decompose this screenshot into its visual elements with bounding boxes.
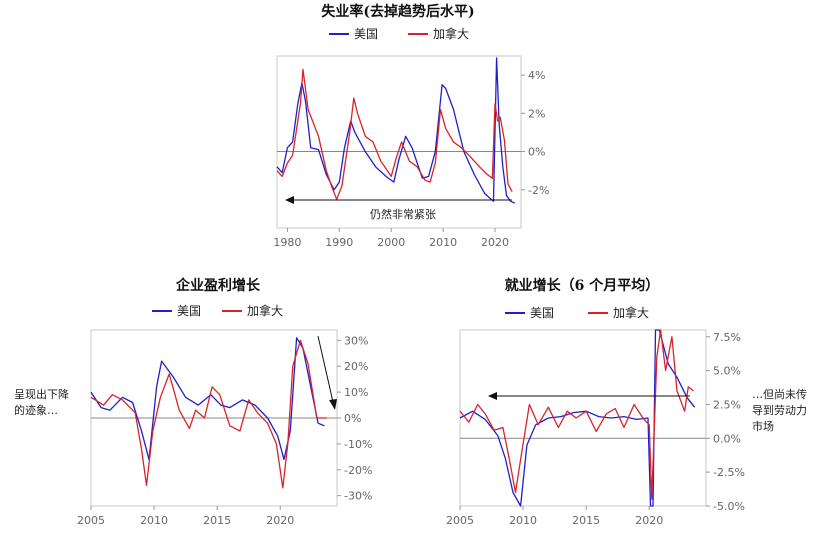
y-tick-label: 4%: [528, 69, 545, 82]
corporate-profit-chart: 企业盈利增长 美国 加拿大 2005 2010 2015 2020 -30% -20% -…: [77, 277, 372, 527]
downtrend-arrow-line: [317, 335, 334, 403]
y-tick-label: -10%: [344, 438, 372, 451]
legend: 美国 加拿大: [505, 305, 649, 320]
legend-ca-label: 加拿大: [613, 305, 649, 320]
y-tick-label: 0.0%: [713, 432, 741, 445]
chart-title: 企业盈利增长: [175, 277, 261, 294]
y-tick-label: 5.0%: [713, 365, 741, 378]
y-tick-label: 2%: [528, 107, 545, 120]
y-tick-label: -2%: [528, 184, 549, 197]
series-line-ca: [459, 329, 694, 500]
x-tick-label: 2020: [635, 514, 663, 527]
downtrend-arrow-head: [329, 399, 337, 410]
right-note-line: 市场: [752, 419, 774, 433]
y-tick-label: 0%: [528, 146, 545, 159]
legend-us-label: 美国: [177, 304, 201, 318]
y-tick-label: 2.5%: [713, 398, 741, 411]
downtrend-arrow: [317, 335, 337, 410]
left-side-note: 呈现出下降 的迹象…: [14, 387, 69, 417]
series-line-ca: [276, 68, 513, 200]
y-tick-label: 20%: [344, 360, 368, 373]
annotation-label: 仍然非常紧张: [370, 207, 436, 221]
x-tick-label: 2010: [509, 514, 537, 527]
left-note-line: 的迹象…: [14, 403, 58, 417]
x-tick-label: 1990: [325, 236, 353, 249]
y-tick-label: -20%: [344, 464, 372, 477]
left-note-line: 呈现出下降: [14, 387, 69, 401]
not-yet-arrow-head: [488, 392, 497, 400]
y-tick-label: -5.0%: [713, 500, 745, 513]
x-tick-label: 2000: [377, 236, 405, 249]
x-tick-label: 2005: [446, 514, 474, 527]
not-yet-arrow: [488, 392, 690, 400]
y-tick-label: -30%: [344, 490, 372, 503]
series-line-us: [90, 337, 325, 461]
legend: 美国 加拿大: [152, 303, 283, 318]
series-line-us: [276, 57, 516, 204]
y-tick-label: -2.5%: [713, 466, 745, 479]
right-note-line: …但尚未传: [752, 387, 807, 401]
x-tick-label: 2010: [429, 236, 457, 249]
x-tick-label: 2020: [266, 514, 294, 527]
y-tick-label: 10%: [344, 386, 368, 399]
legend-us-label: 美国: [354, 27, 378, 41]
plot-frame: [276, 55, 522, 229]
unemployment-chart: 失业率(去掉趋势后水平) 美国 加拿大 1980 1990 2000 2010 2020…: [273, 3, 549, 249]
x-tick-label: 2005: [77, 514, 105, 527]
tight-market-annotation: 仍然非常紧张: [285, 196, 512, 221]
x-tick-label: 2015: [572, 514, 600, 527]
right-side-note: …但尚未传 导到劳动力 市场: [752, 387, 807, 433]
chart-title: 就业增长（6 个月平均）: [505, 277, 660, 294]
right-note-line: 导到劳动力: [752, 404, 807, 417]
legend-ca-label: 加拿大: [433, 26, 469, 41]
x-tick-label: 1980: [273, 236, 301, 249]
x-tick-label: 2010: [140, 514, 168, 527]
y-tick-label: 0%: [344, 412, 361, 425]
y-tick-label: 30%: [344, 334, 368, 347]
plot-frame: [459, 329, 707, 507]
y-tick-label: 7.5%: [713, 331, 741, 344]
annotation-arrow-head: [285, 196, 294, 204]
chart-title: 失业率(去掉趋势后水平): [321, 3, 474, 20]
x-tick-label: 2020: [481, 236, 509, 249]
legend: 美国 加拿大: [329, 26, 469, 41]
series-line-us: [459, 329, 696, 507]
legend-us-label: 美国: [530, 306, 554, 320]
legend-ca-label: 加拿大: [247, 303, 283, 318]
x-tick-label: 2015: [203, 514, 231, 527]
series-line-ca: [90, 339, 327, 489]
employment-growth-chart: 就业增长（6 个月平均） 美国 加拿大 2005 2010 2015 2020 -5.…: [446, 277, 745, 527]
